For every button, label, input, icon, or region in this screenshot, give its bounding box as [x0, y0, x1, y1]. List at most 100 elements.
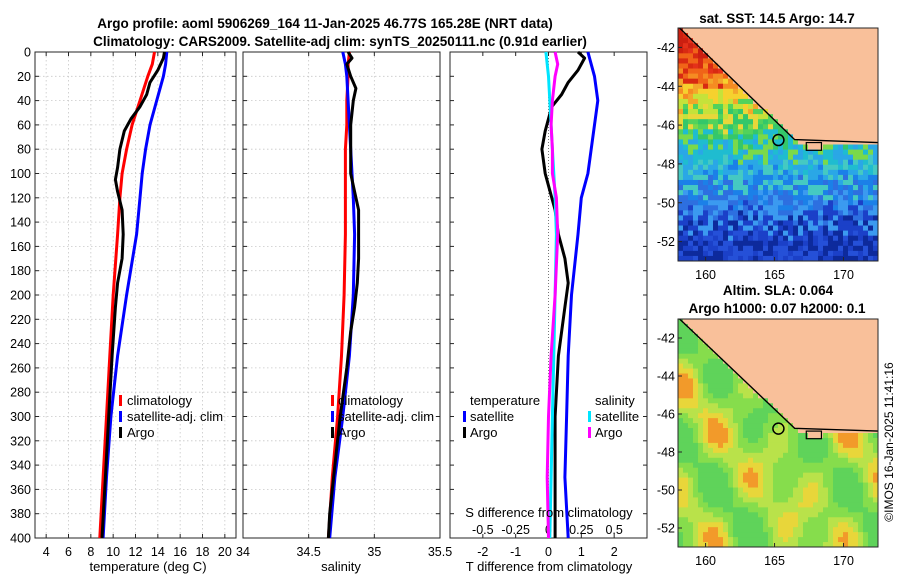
map-cell — [688, 73, 694, 80]
map-cell — [858, 210, 864, 217]
map-cell — [803, 179, 809, 186]
map-cell — [868, 527, 874, 533]
map-cell — [753, 323, 759, 330]
map-cell — [873, 442, 878, 449]
map-cell — [738, 537, 744, 543]
map-cell — [763, 368, 769, 375]
map-cell — [678, 235, 684, 242]
map-cell — [748, 348, 754, 355]
map-cell — [758, 109, 764, 115]
map-cell — [818, 68, 824, 75]
map-cell — [728, 124, 734, 130]
map-cell — [678, 53, 684, 59]
map-cell — [738, 134, 744, 141]
map-cell — [748, 205, 754, 211]
map-cell — [738, 368, 744, 375]
map-cell — [748, 398, 754, 404]
map-cell — [718, 38, 724, 44]
map-cell — [683, 358, 689, 365]
map-cell — [848, 174, 854, 181]
map-cell — [718, 225, 724, 232]
map-cell — [823, 442, 829, 449]
map-cell — [688, 343, 694, 350]
map-cell — [828, 323, 834, 330]
map-cell — [693, 225, 699, 232]
map-cell — [873, 149, 878, 156]
map-cell — [863, 492, 869, 499]
map-cell — [718, 358, 724, 365]
map-cell — [728, 53, 734, 59]
map-cell — [853, 507, 859, 513]
map-x-tick-label: 160 — [695, 268, 716, 282]
map-cell — [718, 467, 724, 474]
map-cell — [818, 250, 824, 257]
map-cell — [858, 328, 864, 335]
map-cell — [693, 358, 699, 365]
map-cell — [788, 73, 794, 80]
map-cell — [828, 368, 834, 375]
map-cell — [683, 190, 689, 196]
map-cell — [738, 467, 744, 474]
map-cell — [798, 428, 804, 434]
map-cell — [818, 418, 824, 424]
map-cell — [823, 235, 829, 242]
map-cell — [688, 250, 694, 257]
map-cell — [838, 388, 844, 394]
map-cell — [838, 144, 844, 151]
map-cell — [838, 343, 844, 350]
map-cell — [728, 532, 734, 538]
map-cell — [738, 103, 744, 110]
map-cell — [838, 159, 844, 166]
map-cell — [868, 338, 874, 345]
map-cell — [843, 323, 849, 330]
map-cell — [678, 63, 684, 70]
map-cell — [748, 492, 754, 499]
map-cell — [703, 205, 709, 211]
map-cell — [738, 230, 744, 237]
map-cell — [753, 338, 759, 345]
map-cell — [728, 134, 734, 141]
map-cell — [693, 319, 699, 325]
map-cell — [788, 323, 794, 330]
map-cell — [853, 452, 859, 459]
map-cell — [723, 343, 729, 350]
map-cell — [778, 185, 784, 191]
map-cell — [703, 497, 709, 503]
map-cell — [778, 250, 784, 257]
map-cell — [683, 398, 689, 404]
map-cell — [718, 63, 724, 70]
map-cell — [738, 149, 744, 156]
map-cell — [783, 497, 789, 503]
map-cell — [853, 323, 859, 330]
map-y-tick-label: -42 — [657, 41, 675, 55]
map-cell — [823, 230, 829, 237]
map-cell — [783, 139, 789, 146]
map-cell — [838, 467, 844, 474]
map-cell — [773, 255, 779, 261]
map-cell — [758, 428, 764, 434]
map-cell — [798, 88, 804, 95]
map-cell — [708, 230, 714, 237]
map-cell — [773, 378, 779, 385]
map-cell — [728, 220, 734, 227]
map-cell — [798, 225, 804, 232]
map-cell — [708, 48, 714, 54]
map-cell — [743, 159, 749, 166]
map-cell — [768, 240, 774, 247]
map-cell — [688, 200, 694, 206]
map-cell — [828, 190, 834, 196]
map-cell — [693, 119, 699, 125]
map-cell — [698, 398, 704, 404]
map-cell — [788, 457, 794, 464]
map-cell — [733, 28, 739, 34]
map-cell — [778, 338, 784, 345]
map-cell — [758, 98, 764, 105]
map-cell — [818, 343, 824, 350]
map-cell — [793, 452, 799, 459]
map-cell — [818, 442, 824, 449]
map-cell — [763, 38, 769, 44]
map-cell — [828, 527, 834, 533]
map-cell — [723, 373, 729, 380]
map-cell — [718, 398, 724, 404]
map-cell — [703, 245, 709, 252]
